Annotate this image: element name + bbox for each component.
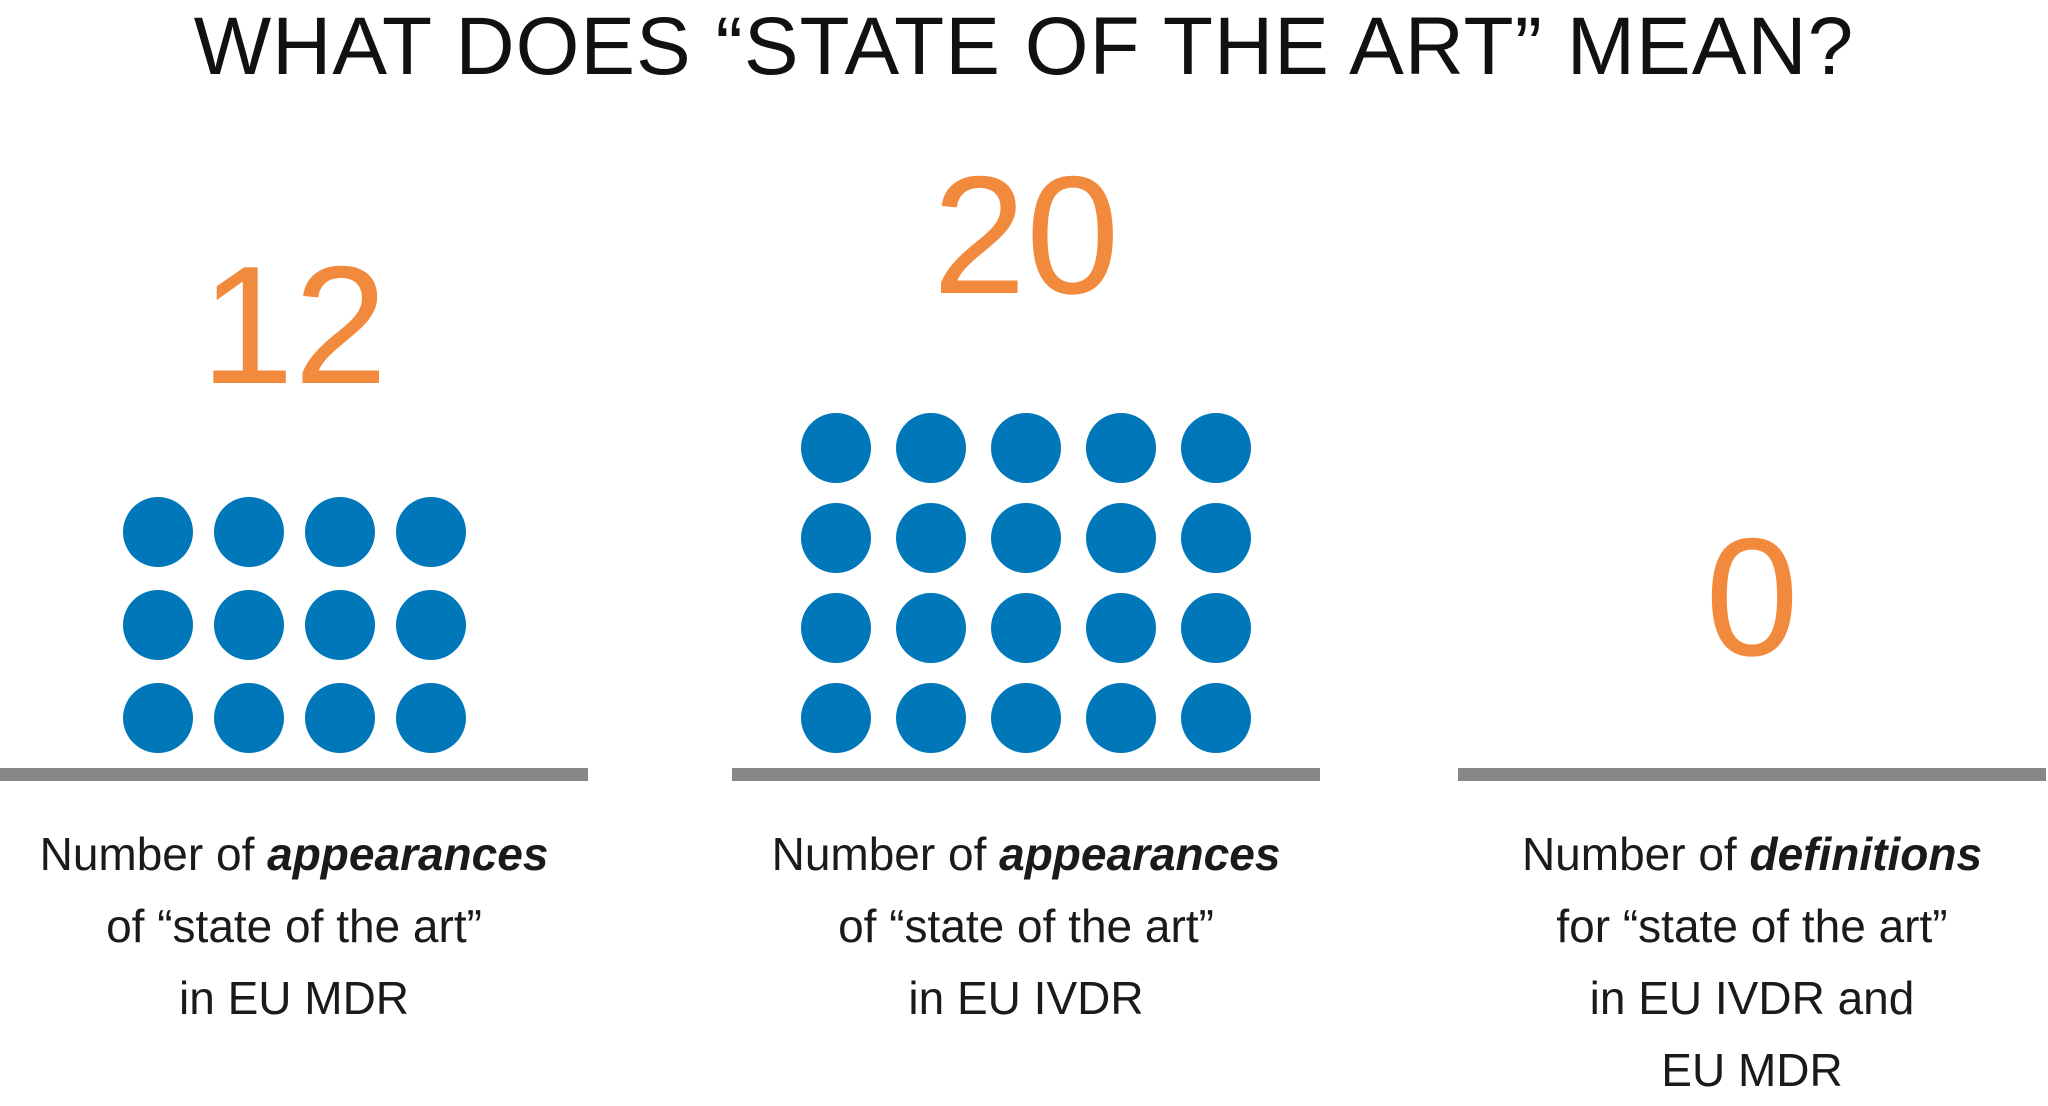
chart-title: WHAT DOES “STATE OF THE ART” MEAN? [193, 1, 1855, 92]
count-dot [395, 683, 466, 753]
count-dot [304, 683, 375, 753]
dot-grid [0, 0, 588, 780]
dot-grid [1458, 0, 2046, 780]
category-label: Number of appearances of “state of the a… [732, 818, 1320, 1034]
count-dot [991, 413, 1061, 483]
category-label-line-2: for “state of the art” [1556, 900, 1948, 952]
baseline [732, 768, 1320, 781]
count-dot [1181, 593, 1251, 663]
count-dot [1086, 593, 1156, 663]
count-dot [213, 497, 284, 567]
category-label: Number of definitions for “state of the … [1458, 818, 2046, 1106]
count-dot [1086, 413, 1156, 483]
count-dot [1181, 413, 1251, 483]
category-label: Number of appearances of “state of the a… [0, 818, 588, 1034]
count-dot [991, 503, 1061, 573]
count-dot [122, 590, 193, 660]
count-dot [122, 497, 193, 567]
count-dot [801, 503, 871, 573]
category-label-line-1: Number of appearances [39, 828, 549, 880]
category-label-line-2: of “state of the art” [106, 900, 482, 952]
count-dot [1086, 503, 1156, 573]
count-dot [122, 683, 193, 753]
category-label-line-3: in EU IVDR [908, 972, 1144, 1024]
category-label-line-3: in EU MDR [178, 972, 410, 1024]
count-dot [304, 497, 375, 567]
count-dot [991, 593, 1061, 663]
category-label-line-1: Number of appearances [771, 828, 1281, 880]
count-dot [1181, 503, 1251, 573]
value-label: 0 [1705, 503, 1799, 691]
category-label-line-2: of “state of the art” [838, 900, 1214, 952]
count-dot [896, 593, 966, 663]
value-label: 20 [932, 141, 1120, 329]
category-label-line-1: Number of definitions [1521, 828, 1983, 880]
count-dot [213, 683, 284, 753]
count-dot [801, 683, 871, 753]
baseline [0, 768, 588, 781]
baseline [1458, 768, 2046, 781]
count-dot [896, 503, 966, 573]
panel-definitions: 0 Number of definitions for “state of th… [1458, 0, 2046, 1103]
count-dot [801, 413, 871, 483]
panel-mdr-appearances: 12 Number of appearances of “state of th… [0, 0, 588, 1103]
count-dot [395, 590, 466, 660]
count-dot [213, 590, 284, 660]
dot-grid [732, 0, 1320, 780]
count-dot [991, 683, 1061, 753]
count-dot [1181, 683, 1251, 753]
count-dot [896, 683, 966, 753]
category-label-line-4: EU MDR [1661, 1044, 1843, 1096]
count-dot [1086, 683, 1156, 753]
count-dot [395, 497, 466, 567]
category-label-line-3: in EU IVDR and [1589, 972, 1915, 1024]
count-dot [896, 413, 966, 483]
value-label: 12 [200, 231, 388, 419]
panel-ivdr-appearances: 20 Number of appearances of “state of th… [732, 0, 1320, 1103]
count-dot [801, 593, 871, 663]
count-dot [304, 590, 375, 660]
